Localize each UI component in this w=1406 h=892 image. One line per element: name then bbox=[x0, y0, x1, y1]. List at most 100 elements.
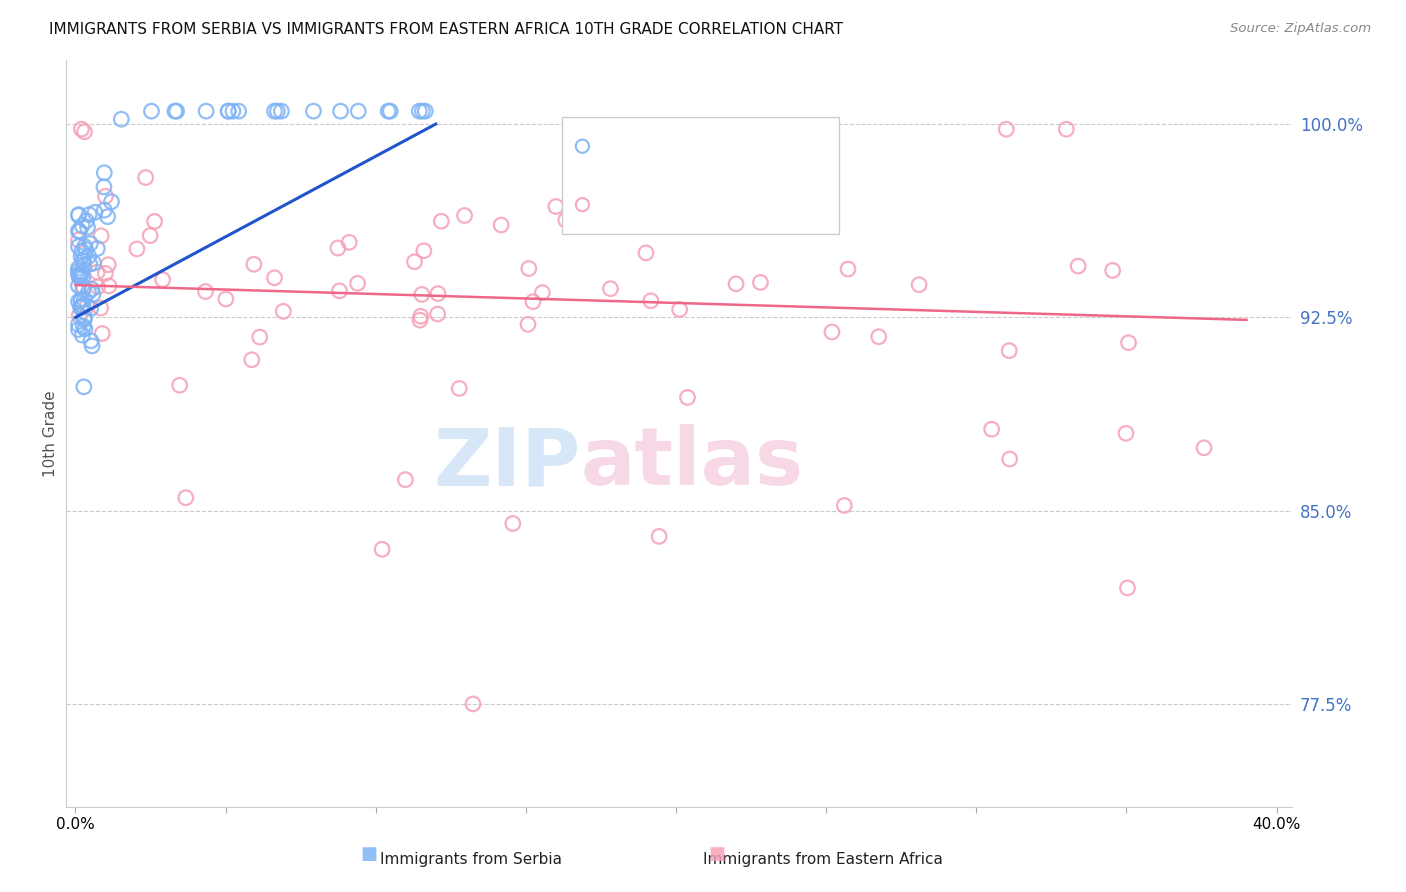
Point bbox=[411, 287, 433, 301]
Point bbox=[76, 300, 98, 314]
Point bbox=[79, 257, 101, 271]
Point bbox=[174, 491, 197, 505]
Point bbox=[377, 104, 399, 119]
Point bbox=[554, 213, 576, 227]
Point bbox=[67, 261, 90, 276]
Point bbox=[82, 287, 104, 301]
Point bbox=[263, 104, 285, 119]
Point bbox=[522, 294, 544, 309]
Point bbox=[67, 269, 90, 284]
Point bbox=[72, 271, 94, 285]
Point bbox=[634, 246, 657, 260]
Point bbox=[1115, 426, 1137, 441]
Point bbox=[815, 122, 838, 136]
Point bbox=[93, 180, 115, 194]
Text: ZIP: ZIP bbox=[433, 425, 581, 502]
Point bbox=[72, 253, 94, 268]
Point bbox=[72, 283, 94, 297]
Point bbox=[998, 452, 1021, 467]
Point bbox=[222, 104, 245, 119]
Point bbox=[86, 265, 108, 279]
Point bbox=[70, 293, 93, 307]
Point bbox=[163, 104, 186, 119]
Point bbox=[143, 214, 166, 228]
Point bbox=[461, 697, 484, 711]
Text: IMMIGRANTS FROM SERBIA VS IMMIGRANTS FROM EASTERN AFRICA 10TH GRADE CORRELATION : IMMIGRANTS FROM SERBIA VS IMMIGRANTS FRO… bbox=[49, 22, 844, 37]
Text: Immigrants from Eastern Africa: Immigrants from Eastern Africa bbox=[703, 852, 942, 867]
Point bbox=[270, 104, 292, 119]
Point bbox=[1101, 263, 1123, 277]
Point bbox=[94, 189, 117, 203]
Point bbox=[489, 218, 512, 232]
Point bbox=[67, 209, 90, 223]
Point bbox=[67, 318, 90, 332]
Point bbox=[409, 313, 432, 327]
Point bbox=[77, 249, 100, 263]
Point bbox=[668, 302, 690, 317]
Point bbox=[1118, 335, 1140, 350]
Point bbox=[1054, 122, 1077, 136]
Point bbox=[73, 125, 96, 139]
Text: ■: ■ bbox=[709, 845, 725, 863]
Point bbox=[73, 380, 96, 394]
Point bbox=[82, 339, 104, 353]
Text: Immigrants from Serbia: Immigrants from Serbia bbox=[380, 852, 562, 867]
Point bbox=[215, 292, 238, 306]
Point bbox=[837, 262, 859, 277]
Point bbox=[80, 301, 103, 316]
Point bbox=[72, 299, 94, 313]
Point bbox=[67, 239, 90, 253]
Point bbox=[346, 277, 368, 291]
Point bbox=[86, 242, 108, 256]
Point bbox=[69, 301, 91, 315]
Point bbox=[380, 104, 402, 119]
Point bbox=[749, 276, 772, 290]
Point bbox=[453, 209, 475, 223]
Point bbox=[337, 235, 360, 250]
Point bbox=[67, 208, 90, 222]
Point bbox=[93, 203, 115, 218]
Point bbox=[79, 236, 101, 251]
Point bbox=[67, 264, 90, 278]
Point bbox=[217, 104, 239, 119]
Point bbox=[110, 112, 132, 127]
Point bbox=[141, 104, 163, 119]
Text: atlas: atlas bbox=[581, 425, 804, 502]
Point bbox=[70, 300, 93, 314]
Point bbox=[240, 352, 263, 367]
Point bbox=[125, 242, 148, 256]
Point bbox=[72, 254, 94, 268]
Point bbox=[266, 104, 288, 119]
Point bbox=[73, 292, 96, 306]
Point bbox=[67, 322, 90, 336]
Point bbox=[80, 282, 103, 296]
Point bbox=[83, 256, 105, 270]
Point bbox=[97, 210, 120, 224]
Point bbox=[228, 104, 250, 119]
Point bbox=[868, 330, 890, 344]
Point bbox=[517, 261, 540, 276]
Point bbox=[69, 270, 91, 285]
Point bbox=[1192, 441, 1215, 455]
Point bbox=[70, 122, 93, 136]
Point bbox=[76, 213, 98, 227]
Point bbox=[67, 224, 90, 238]
Point bbox=[980, 422, 1002, 436]
Point bbox=[90, 301, 112, 315]
Point bbox=[273, 304, 295, 318]
Point bbox=[329, 104, 352, 119]
Point bbox=[80, 334, 103, 348]
Point bbox=[67, 294, 90, 309]
Point bbox=[412, 244, 434, 258]
Point bbox=[100, 194, 122, 209]
Point bbox=[531, 285, 554, 300]
Point bbox=[502, 516, 524, 531]
Point bbox=[409, 310, 432, 324]
Point bbox=[169, 378, 191, 392]
Point bbox=[86, 280, 108, 294]
Point bbox=[67, 309, 90, 323]
Y-axis label: 10th Grade: 10th Grade bbox=[44, 390, 58, 476]
Point bbox=[243, 257, 266, 271]
Point bbox=[648, 529, 671, 543]
Point bbox=[599, 282, 621, 296]
